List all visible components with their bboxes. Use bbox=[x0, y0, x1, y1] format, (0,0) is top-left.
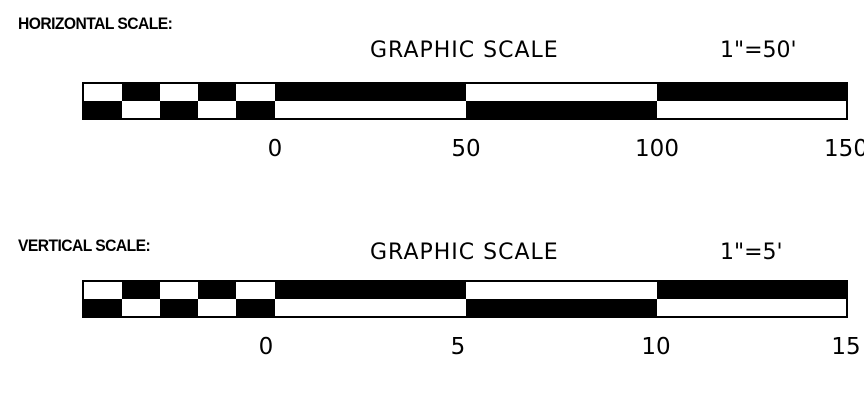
vertical-tick-label: 10 bbox=[641, 334, 671, 360]
horizontal-graphic-scale-title: GRAPHIC SCALE bbox=[370, 38, 559, 63]
bar-segment bbox=[275, 84, 466, 101]
bar-segment bbox=[198, 282, 236, 299]
horizontal-scale-bar bbox=[82, 82, 848, 120]
vertical-scale-heading: VERTICAL SCALE: bbox=[18, 236, 151, 255]
bar-segment bbox=[236, 299, 275, 316]
vertical-tick-label: 0 bbox=[258, 334, 274, 360]
horizontal-scale: HORIZONTAL SCALE: GRAPHIC SCALE 1"=50' 0… bbox=[0, 0, 864, 180]
horizontal-tick-label: 0 bbox=[267, 136, 283, 162]
bar-segment bbox=[657, 282, 846, 299]
bar-segment bbox=[198, 84, 236, 101]
bar-segment bbox=[122, 282, 160, 299]
horizontal-tick-label: 150 bbox=[824, 136, 864, 162]
vertical-tick-label: 15 bbox=[831, 334, 861, 360]
horizontal-tick-label: 100 bbox=[635, 136, 679, 162]
bar-segment bbox=[466, 101, 657, 118]
bar-segment bbox=[84, 299, 122, 316]
bar-segment bbox=[84, 101, 122, 118]
bar-segment bbox=[236, 101, 275, 118]
bar-segment bbox=[160, 299, 198, 316]
bar-segment bbox=[657, 84, 846, 101]
vertical-graphic-scale-title: GRAPHIC SCALE bbox=[370, 240, 559, 265]
horizontal-scale-ratio: 1"=50' bbox=[720, 38, 797, 63]
bar-segment bbox=[275, 282, 466, 299]
bar-segment bbox=[466, 299, 657, 316]
horizontal-scale-heading: HORIZONTAL SCALE: bbox=[18, 14, 173, 33]
bar-segment bbox=[160, 101, 198, 118]
vertical-scale-ratio: 1"=5' bbox=[720, 240, 783, 265]
bar-segment bbox=[122, 84, 160, 101]
vertical-scale-bar bbox=[82, 280, 848, 318]
vertical-scale: VERTICAL SCALE: GRAPHIC SCALE 1"=5' 0 5 … bbox=[0, 228, 864, 408]
horizontal-tick-label: 50 bbox=[451, 136, 481, 162]
vertical-tick-label: 5 bbox=[450, 334, 466, 360]
